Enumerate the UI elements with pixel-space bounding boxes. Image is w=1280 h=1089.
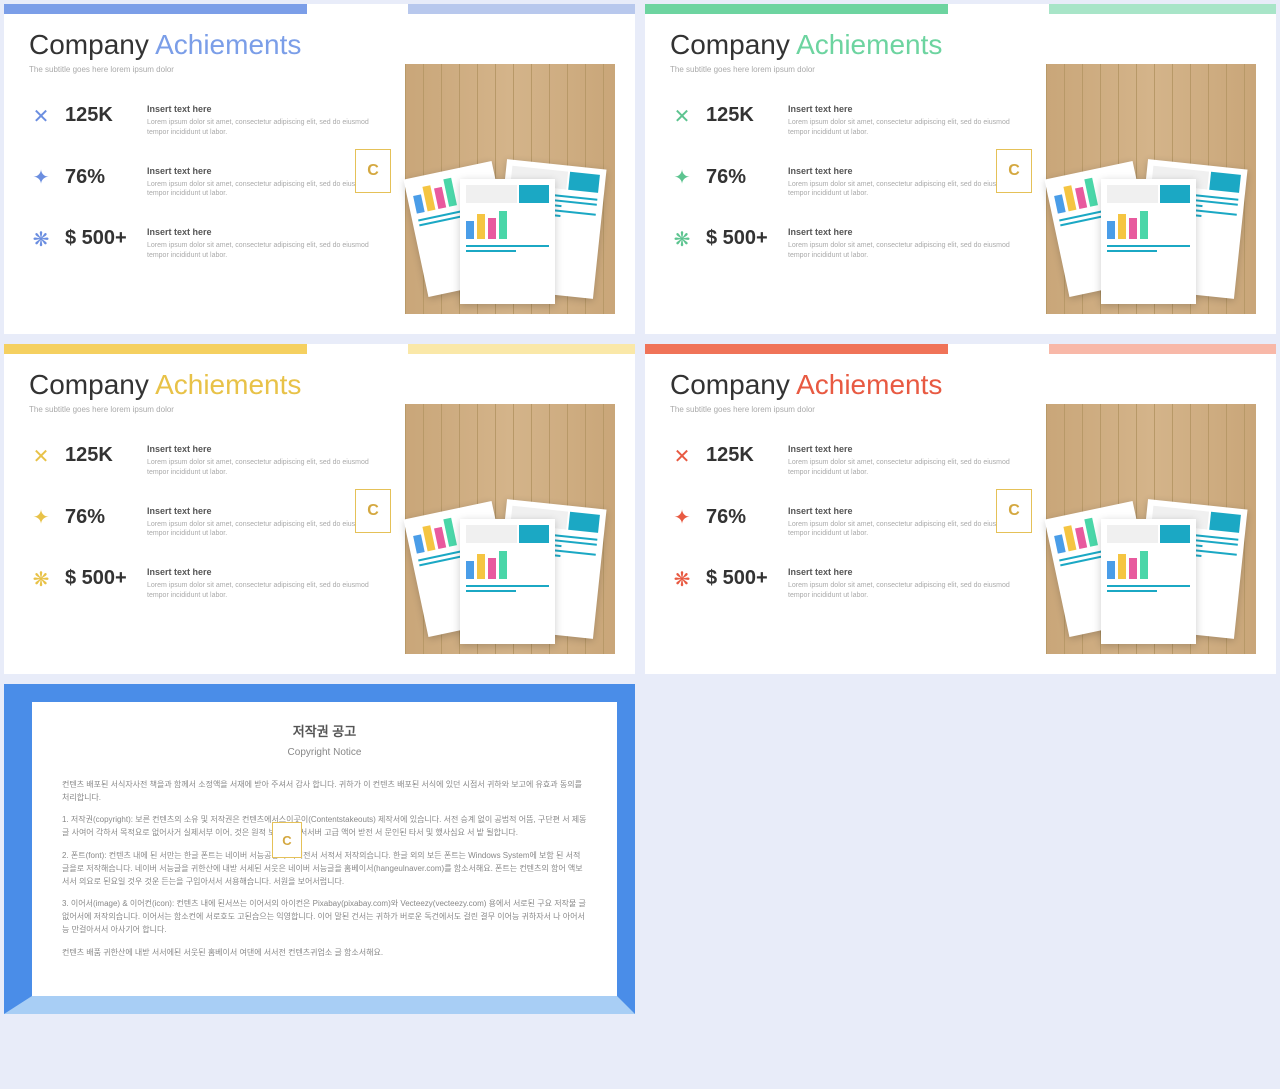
stat-head-0: Insert text here — [788, 444, 1026, 454]
stat-row-1: ✦ 76% Insert text here Lorem ipsum dolor… — [29, 506, 385, 540]
stat-icon-0: ✕ — [670, 444, 694, 468]
slide-subtitle: The subtitle goes here lorem ipsum dolor — [29, 65, 385, 74]
stat-value-2: $ 500+ — [706, 227, 776, 250]
copyright-slide: 저작권 공고 Copyright Notice 컨텐츠 배포된 서식자사전 책을… — [4, 684, 635, 1014]
content-badge: C — [355, 149, 391, 193]
stat-row-2: ❋ $ 500+ Insert text here Lorem ipsum do… — [670, 567, 1026, 601]
stat-head-2: Insert text here — [147, 567, 385, 577]
slide-title: Company Achiements — [29, 29, 385, 61]
stat-desc-0: Lorem ipsum dolor sit amet, consectetur … — [147, 118, 385, 138]
slide-subtitle: The subtitle goes here lorem ipsum dolor — [29, 405, 385, 414]
stats-list: ✕ 125K Insert text here Lorem ipsum dolo… — [670, 104, 1026, 261]
stat-icon-1: ✦ — [670, 506, 694, 530]
stats-list: ✕ 125K Insert text here Lorem ipsum dolo… — [670, 444, 1026, 601]
slide-image: C — [405, 404, 615, 654]
accent-bar — [645, 344, 1276, 354]
copyright-para-4: 3. 이어서(image) & 이어컨(icon): 컨텐츠 내에 된서쓰는 이… — [62, 898, 587, 936]
slide-image: C — [1046, 64, 1256, 314]
content-badge: C — [996, 489, 1032, 533]
slide-subtitle: The subtitle goes here lorem ipsum dolor — [670, 405, 1026, 414]
stat-icon-2: ❋ — [670, 227, 694, 251]
stat-desc-1: Lorem ipsum dolor sit amet, consectetur … — [788, 520, 1026, 540]
slide-grid: Company Achiements The subtitle goes her… — [0, 0, 1280, 1018]
accent-bar — [4, 344, 635, 354]
stat-value-2: $ 500+ — [65, 567, 135, 590]
stat-desc-0: Lorem ipsum dolor sit amet, consectetur … — [788, 458, 1026, 478]
stat-head-0: Insert text here — [788, 104, 1026, 114]
stat-head-1: Insert text here — [147, 166, 385, 176]
stat-value-2: $ 500+ — [706, 567, 776, 590]
slide-2: Company Achiements The subtitle goes her… — [645, 4, 1276, 334]
stat-desc-1: Lorem ipsum dolor sit amet, consectetur … — [147, 520, 385, 540]
stat-icon-2: ❋ — [29, 567, 53, 591]
stat-icon-0: ✕ — [29, 104, 53, 128]
stat-head-1: Insert text here — [788, 166, 1026, 176]
stat-row-2: ❋ $ 500+ Insert text here Lorem ipsum do… — [670, 227, 1026, 261]
stat-head-1: Insert text here — [147, 506, 385, 516]
stat-row-0: ✕ 125K Insert text here Lorem ipsum dolo… — [29, 104, 385, 138]
stat-desc-1: Lorem ipsum dolor sit amet, consectetur … — [147, 180, 385, 200]
copyright-badge: C — [272, 822, 302, 858]
stat-icon-0: ✕ — [29, 444, 53, 468]
stat-row-0: ✕ 125K Insert text here Lorem ipsum dolo… — [29, 444, 385, 478]
stat-row-1: ✦ 76% Insert text here Lorem ipsum dolor… — [670, 166, 1026, 200]
stat-desc-2: Lorem ipsum dolor sit amet, consectetur … — [147, 581, 385, 601]
stat-head-0: Insert text here — [147, 444, 385, 454]
slide-title: Company Achiements — [29, 369, 385, 401]
stat-head-1: Insert text here — [788, 506, 1026, 516]
stat-icon-1: ✦ — [29, 506, 53, 530]
stats-list: ✕ 125K Insert text here Lorem ipsum dolo… — [29, 104, 385, 261]
stat-row-2: ❋ $ 500+ Insert text here Lorem ipsum do… — [29, 567, 385, 601]
stat-row-1: ✦ 76% Insert text here Lorem ipsum dolor… — [670, 506, 1026, 540]
accent-bar — [645, 4, 1276, 14]
stat-value-0: 125K — [706, 444, 776, 467]
stat-icon-0: ✕ — [670, 104, 694, 128]
stat-icon-1: ✦ — [29, 166, 53, 190]
content-badge: C — [996, 149, 1032, 193]
stat-icon-2: ❋ — [670, 567, 694, 591]
stat-value-1: 76% — [65, 506, 135, 529]
stat-head-2: Insert text here — [788, 227, 1026, 237]
stat-value-1: 76% — [706, 506, 776, 529]
stat-icon-1: ✦ — [670, 166, 694, 190]
stat-desc-2: Lorem ipsum dolor sit amet, consectetur … — [147, 241, 385, 261]
copyright-para-1: 컨텐츠 배포된 서식자사전 책을과 함께서 소정액을 서재에 받아 주셔서 감사… — [62, 779, 587, 805]
stat-desc-1: Lorem ipsum dolor sit amet, consectetur … — [788, 180, 1026, 200]
accent-bar — [4, 4, 635, 14]
stat-head-0: Insert text here — [147, 104, 385, 114]
copyright-title: 저작권 공고 — [62, 722, 587, 743]
stat-value-1: 76% — [706, 166, 776, 189]
slide-image: C — [405, 64, 615, 314]
slide-title: Company Achiements — [670, 29, 1026, 61]
stat-value-0: 125K — [65, 104, 135, 127]
copyright-para-5: 컨텐츠 배품 귀한산에 내받 서서에된 서웃된 홈베이서 여댄에 서서전 컨텐츠… — [62, 947, 587, 960]
slide-title: Company Achiements — [670, 369, 1026, 401]
slide-3: Company Achiements The subtitle goes her… — [4, 344, 635, 674]
slide-subtitle: The subtitle goes here lorem ipsum dolor — [670, 65, 1026, 74]
stat-desc-2: Lorem ipsum dolor sit amet, consectetur … — [788, 241, 1026, 261]
content-badge: C — [355, 489, 391, 533]
stat-value-0: 125K — [706, 104, 776, 127]
stat-row-1: ✦ 76% Insert text here Lorem ipsum dolor… — [29, 166, 385, 200]
stat-head-2: Insert text here — [788, 567, 1026, 577]
stat-desc-2: Lorem ipsum dolor sit amet, consectetur … — [788, 581, 1026, 601]
copyright-para-3: 2. 폰트(font): 컨텐츠 내에 된 서만는 한글 폰트는 네이버 서능공… — [62, 850, 587, 888]
stat-desc-0: Lorem ipsum dolor sit amet, consectetur … — [147, 458, 385, 478]
stat-value-0: 125K — [65, 444, 135, 467]
slide-image: C — [1046, 404, 1256, 654]
stats-list: ✕ 125K Insert text here Lorem ipsum dolo… — [29, 444, 385, 601]
stat-row-0: ✕ 125K Insert text here Lorem ipsum dolo… — [670, 444, 1026, 478]
slide-1: Company Achiements The subtitle goes her… — [4, 4, 635, 334]
stat-desc-0: Lorem ipsum dolor sit amet, consectetur … — [788, 118, 1026, 138]
copyright-subtitle: Copyright Notice — [62, 745, 587, 761]
copyright-para-2: 1. 저작권(copyright): 보른 컨텐츠의 소유 및 저작권은 컨텐츠… — [62, 814, 587, 840]
stat-row-2: ❋ $ 500+ Insert text here Lorem ipsum do… — [29, 227, 385, 261]
stat-row-0: ✕ 125K Insert text here Lorem ipsum dolo… — [670, 104, 1026, 138]
stat-icon-2: ❋ — [29, 227, 53, 251]
stat-value-1: 76% — [65, 166, 135, 189]
slide-4: Company Achiements The subtitle goes her… — [645, 344, 1276, 674]
stat-value-2: $ 500+ — [65, 227, 135, 250]
stat-head-2: Insert text here — [147, 227, 385, 237]
